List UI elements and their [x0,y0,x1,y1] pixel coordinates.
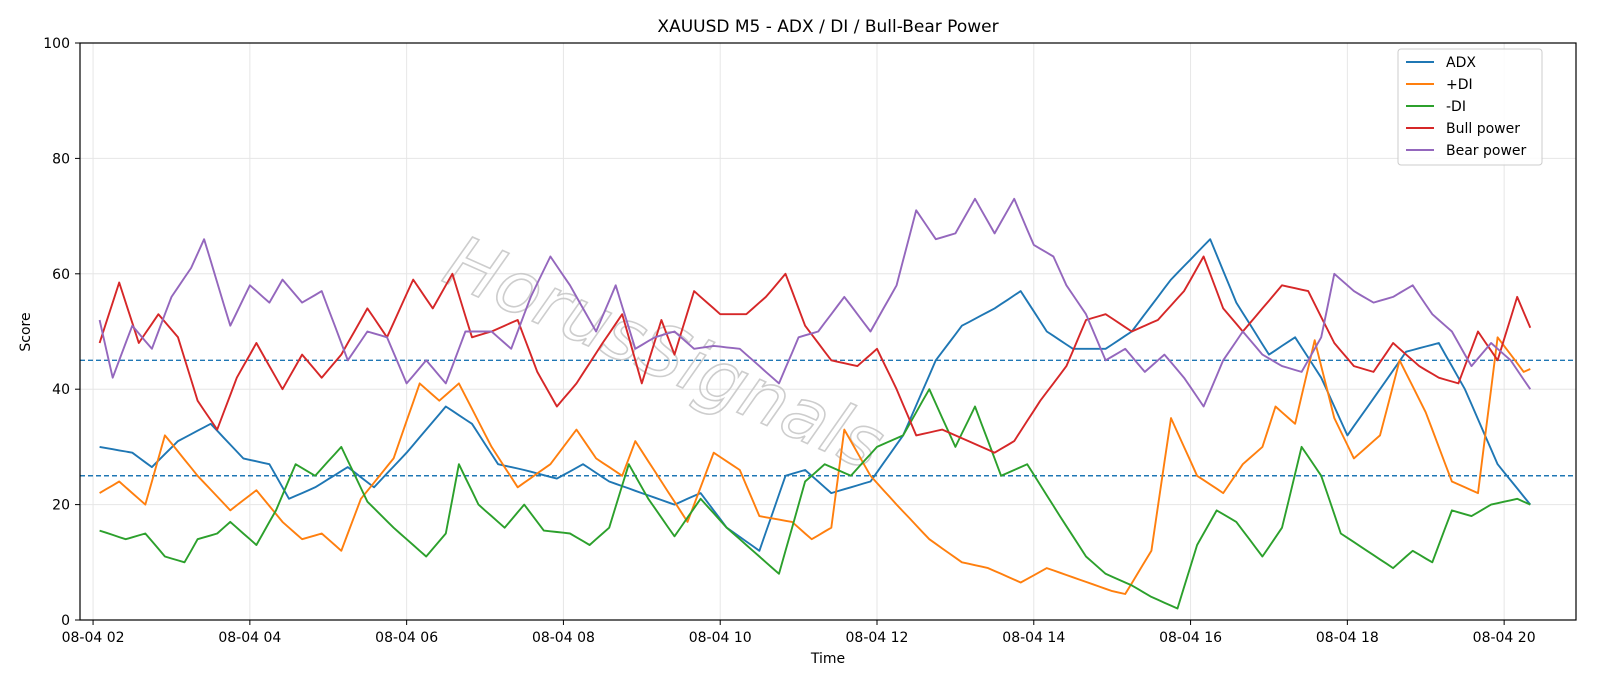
legend: ADX +DI -DI Bull power Bear power [1397,48,1543,166]
x-tick-label: 08-04 02 [62,630,125,646]
x-axis-label: Time [810,651,845,667]
y-axis: 0 20 40 60 80 100 [43,36,80,629]
x-tick-label: 08-04 20 [1473,630,1536,646]
plot-frame [79,42,1577,621]
legend-label: ADX [1446,55,1476,71]
y-tick-label: 80 [52,151,70,167]
y-axis-label: Score [18,312,34,351]
y-tick-label: 40 [52,382,70,398]
legend-box [1397,48,1543,166]
x-tick-label: 08-04 04 [218,630,281,646]
y-tick-label: 20 [52,498,70,514]
x-tick-label: 08-04 14 [1002,630,1065,646]
y-tick-label: 60 [52,267,70,283]
reference-lines [80,359,1576,477]
legend-label: -DI [1446,99,1466,115]
legend-label: Bear power [1446,143,1527,159]
series-line-bull-power [98,255,1532,454]
series-layer [98,197,1532,610]
x-tick-label: 08-04 18 [1316,630,1379,646]
x-tick-label: 08-04 10 [689,630,752,646]
x-tick-label: 08-04 12 [846,630,909,646]
series-line-di [99,336,1531,595]
x-axis: 08-04 02 08-04 04 08-04 06 08-04 08 08-04 10… [62,620,1536,646]
series-line-di [99,388,1531,610]
x-tick-label: 08-04 06 [375,630,438,646]
x-tick-label: 08-04 08 [532,630,595,646]
legend-label: +DI [1446,77,1473,93]
y-tick-label: 0 [61,613,70,629]
chart-title: XAUUSD M5 - ADX / DI / Bull-Bear Power [657,17,998,37]
x-tick-label: 08-04 16 [1159,630,1222,646]
legend-label: Bull power [1446,121,1520,137]
series-line-bear-power [98,197,1532,408]
y-tick-label: 100 [43,36,70,52]
series-line-adx [99,238,1532,552]
